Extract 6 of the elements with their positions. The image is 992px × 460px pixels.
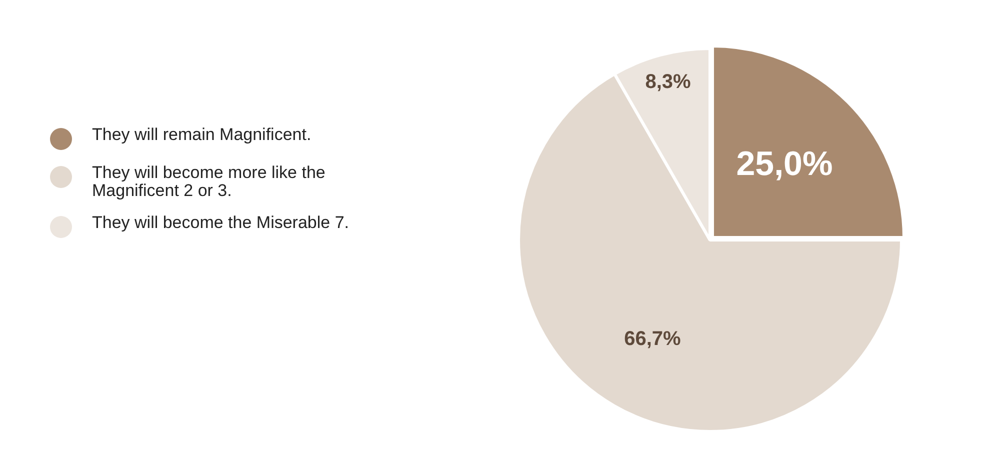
- data-label: 25,0%: [736, 144, 833, 183]
- legend-label: They will remain Magnificent.: [92, 125, 312, 144]
- legend-label: They will become the Miserable 7.: [92, 213, 350, 232]
- data-label: 66,7%: [624, 328, 682, 350]
- legend-label: They will become more like the Magnificent 2 or 3.: [92, 163, 326, 200]
- data-label: 8,3%: [645, 71, 692, 94]
